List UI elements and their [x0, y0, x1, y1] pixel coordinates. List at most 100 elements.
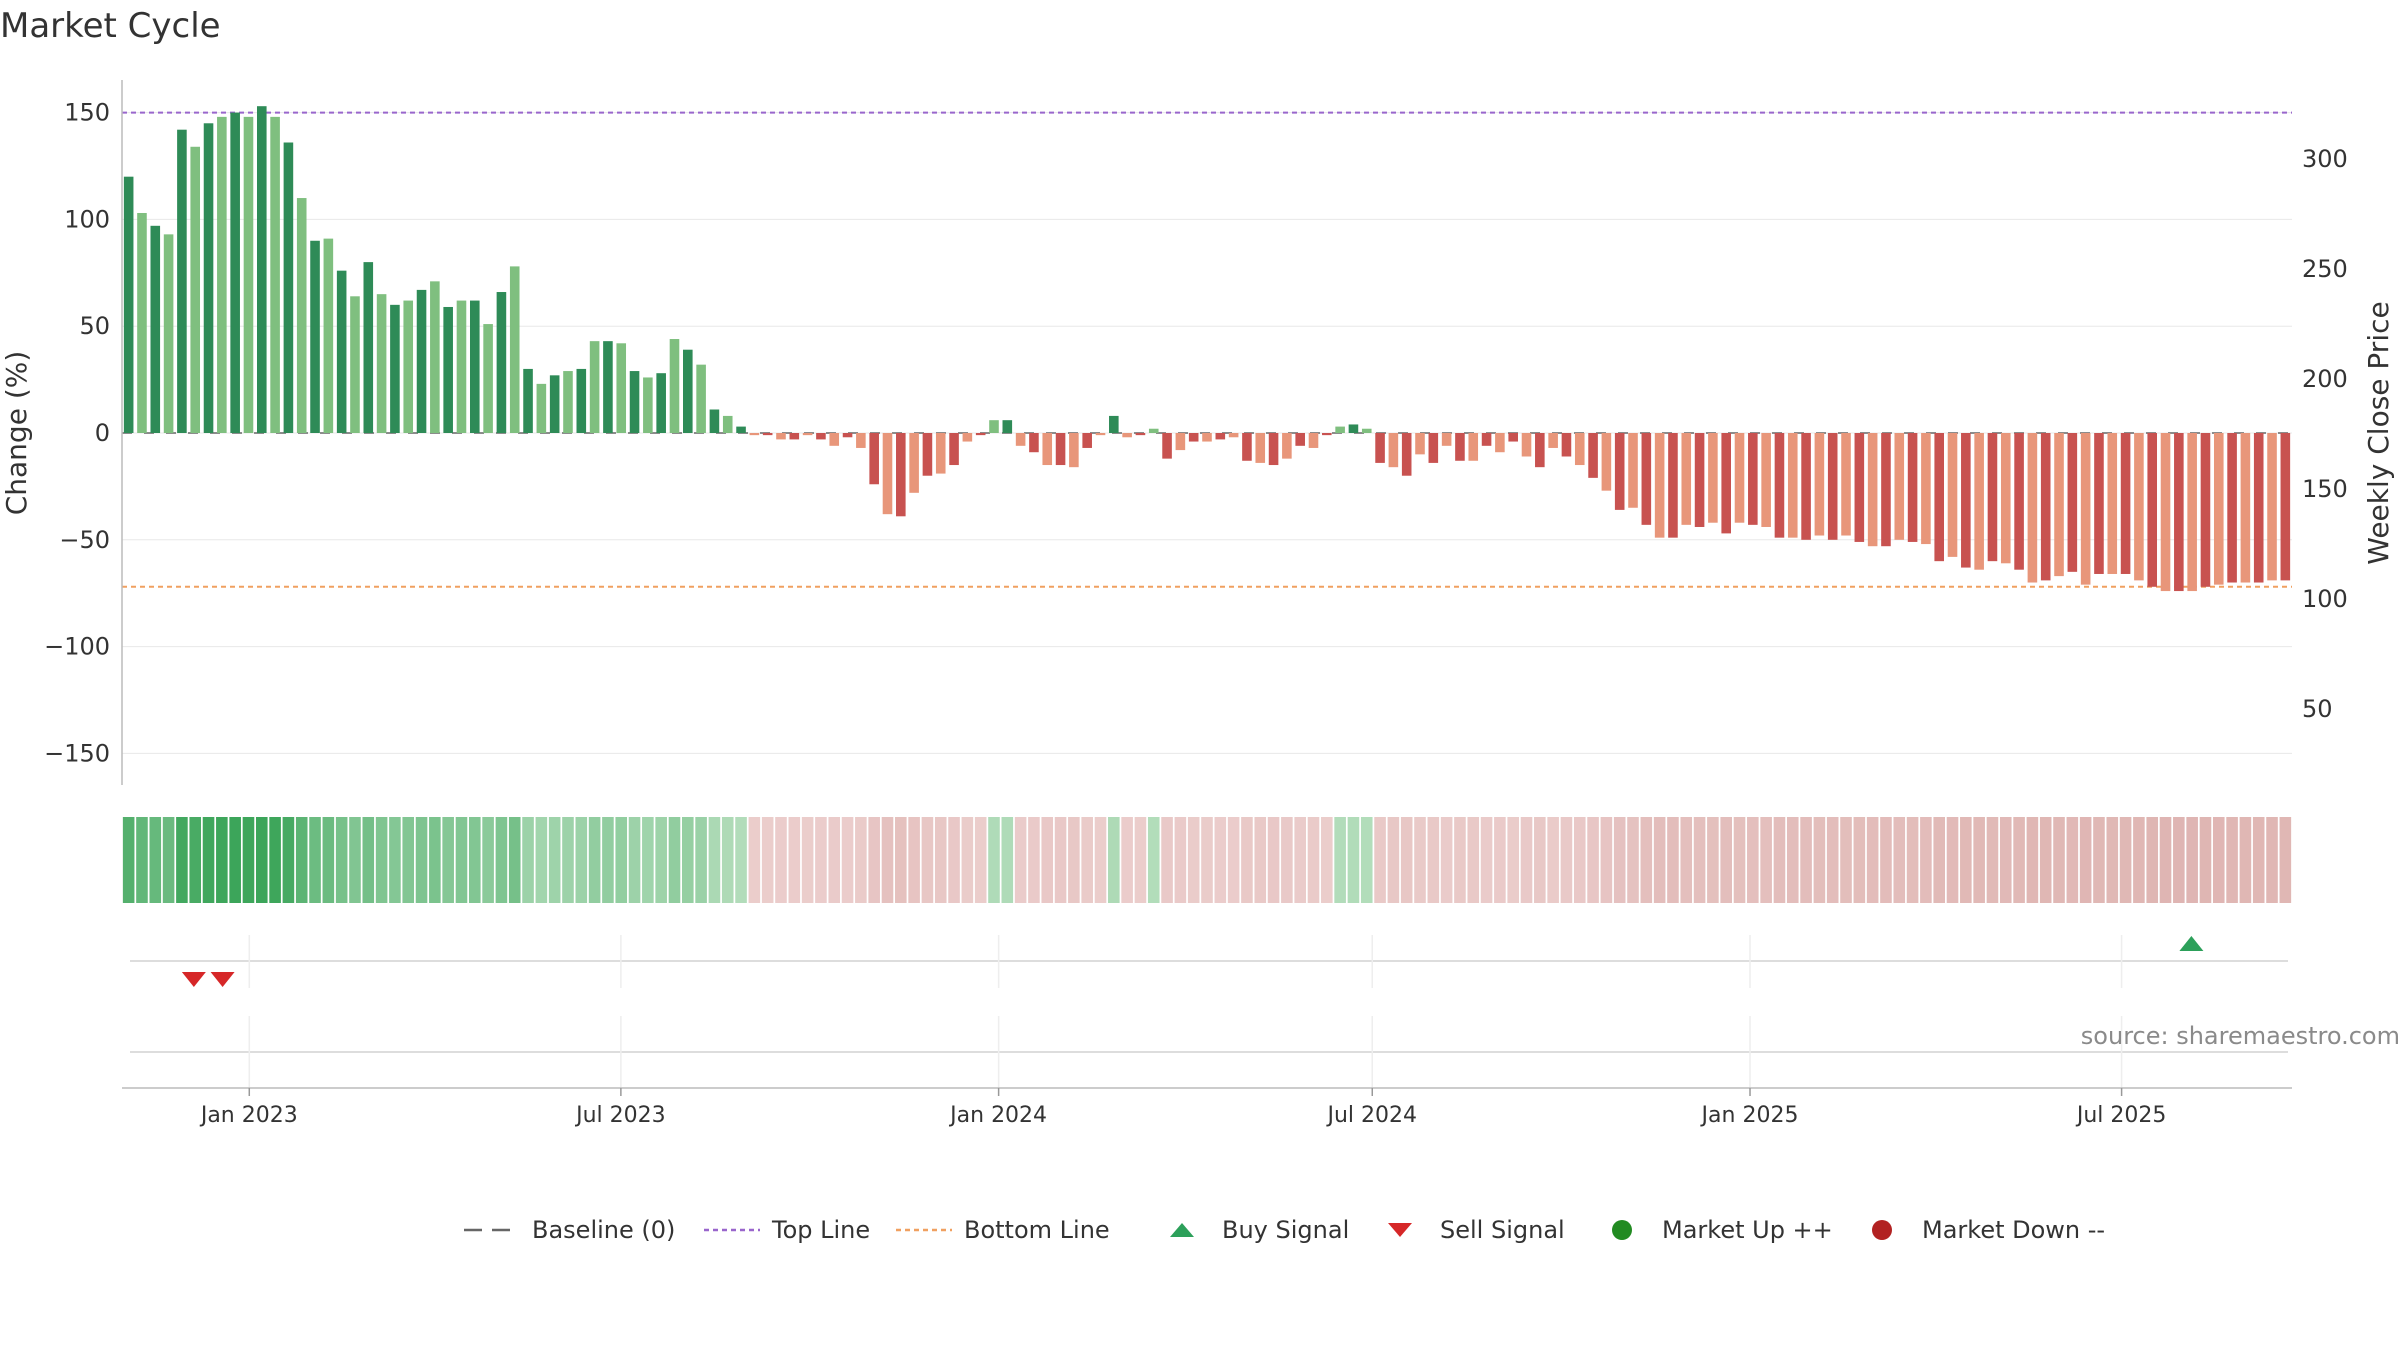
bar [2000, 433, 2011, 564]
bar [2107, 433, 2118, 574]
bar [1561, 433, 1572, 457]
bar [603, 341, 613, 433]
bar [2267, 433, 2277, 581]
strip-cell [535, 817, 548, 903]
bar [2187, 433, 2197, 592]
strip-cell [1440, 817, 1453, 903]
bar [456, 300, 467, 433]
bars-layer [123, 106, 2291, 592]
bar [2080, 433, 2091, 585]
strip-cell [602, 817, 614, 903]
bar [1614, 433, 1625, 510]
strip-cell [1480, 817, 1493, 903]
bar [163, 234, 174, 433]
bar [1042, 433, 1053, 466]
strip-cell [1507, 817, 1519, 903]
y-tick-label: 50 [79, 312, 110, 340]
strip-cell [815, 817, 827, 903]
bar [722, 415, 733, 433]
strip-cell [1973, 817, 1985, 903]
bar [1934, 433, 1945, 562]
strip-cell [1321, 817, 1333, 903]
bar [1415, 433, 1425, 455]
bar [1774, 433, 1785, 538]
strip-cell [468, 817, 481, 903]
legend-item: Baseline (0) [462, 1210, 675, 1250]
strip-cell [176, 817, 188, 903]
strip-cell [1946, 817, 1959, 903]
strip-cell [642, 817, 654, 903]
bar [1388, 433, 1399, 468]
strip-cell [335, 817, 348, 903]
legend-label: Market Down -- [1922, 1216, 2106, 1244]
strip-cell [1014, 817, 1027, 903]
strip-cell [1520, 817, 1533, 903]
strip-cell [162, 817, 175, 903]
strip-cell [1760, 817, 1772, 903]
bar [1441, 433, 1452, 446]
strip-cell [2252, 817, 2265, 903]
bar [1122, 433, 1132, 438]
strip-cell [788, 817, 801, 903]
strip-cell [1201, 817, 1213, 903]
strip-cell [1494, 817, 1506, 903]
bar [1215, 433, 1226, 440]
strip-cell [934, 817, 947, 903]
bar [390, 304, 400, 433]
legend-item: Market Up ++ [1592, 1210, 1833, 1250]
strip-cell [1680, 817, 1693, 903]
strip-cell [482, 817, 494, 903]
strip-cell [508, 817, 521, 903]
bar [776, 433, 786, 440]
strip-cell [1147, 817, 1160, 903]
strip-cell [2199, 817, 2212, 903]
strip-cell [1227, 817, 1240, 903]
bar [1295, 433, 1305, 446]
strip-cell [695, 817, 707, 903]
bar [2200, 433, 2211, 587]
bar [2134, 433, 2144, 581]
strip-cell [2279, 817, 2292, 903]
bar [1029, 433, 1039, 453]
bar [629, 371, 640, 433]
strip-cell [1121, 817, 1133, 903]
bar [975, 433, 986, 436]
strip-cell [1893, 817, 1906, 903]
strip-cell [1667, 817, 1679, 903]
legend-label: Sell Signal [1440, 1216, 1565, 1244]
bar [2160, 433, 2171, 592]
bar [1361, 428, 1372, 433]
strip-cell [442, 817, 454, 903]
strip-cell [455, 817, 468, 903]
bar [283, 142, 294, 433]
strip-cell [895, 817, 907, 903]
y2-tick-label: 50 [2302, 695, 2333, 723]
legend-marker-icon [1612, 1220, 1632, 1240]
y-tick-label: −50 [59, 526, 110, 554]
strip-cell [415, 817, 428, 903]
bar [1148, 428, 1159, 433]
strip-cell [2146, 817, 2159, 903]
chart-title: Market Cycle [0, 6, 221, 46]
strip-cell [1187, 817, 1200, 903]
strip-cell [1840, 817, 1852, 903]
bar [789, 433, 800, 440]
legend-marker-icon [1872, 1220, 1892, 1240]
strip-cell [1041, 817, 1054, 903]
bar [1694, 433, 1705, 527]
bar [1574, 433, 1585, 466]
bar [1987, 433, 1998, 562]
strip-cell [309, 817, 321, 903]
bar [829, 433, 840, 446]
strip-cell [1693, 817, 1706, 903]
bar [616, 343, 627, 433]
bar [935, 433, 946, 474]
bar [1481, 433, 1492, 446]
x-tick-label: Jan 2024 [948, 1103, 1047, 1128]
bar [2227, 433, 2237, 583]
strip-cell [1427, 817, 1440, 903]
bar [1228, 433, 1239, 438]
bar [882, 433, 893, 515]
strip-cell [948, 817, 960, 903]
signal-panel [130, 935, 2288, 1088]
